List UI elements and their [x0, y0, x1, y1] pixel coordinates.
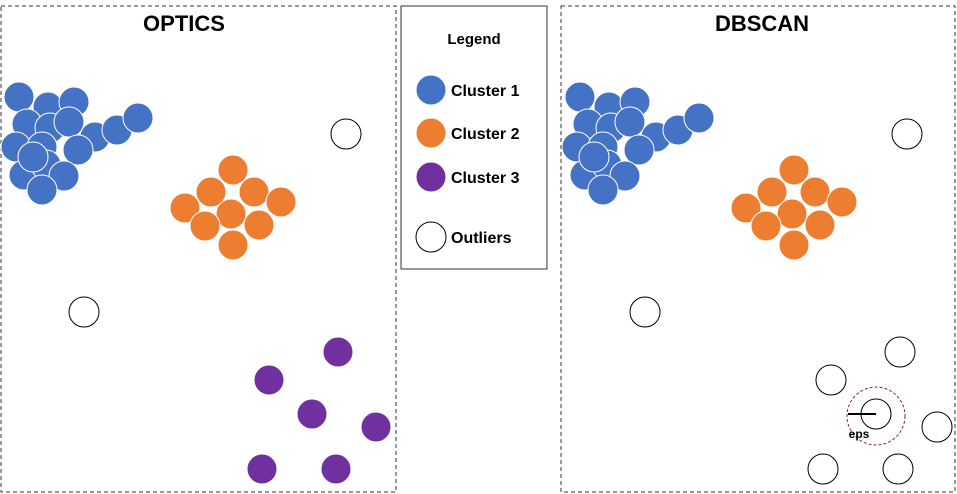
dbscan-points — [561, 81, 953, 485]
cluster-2-point — [195, 176, 227, 208]
cluster-2-point — [756, 176, 788, 208]
cluster-1-point — [48, 160, 80, 192]
cluster-2-point — [243, 209, 275, 241]
eps-radius-circle — [846, 386, 906, 446]
cluster-3-point — [360, 411, 392, 443]
cluster-3-point — [296, 398, 328, 430]
dbscan-panel: DBSCAN eps — [560, 5, 956, 493]
legend-label-1: Cluster 1 — [451, 83, 520, 100]
cluster-1-point — [609, 160, 641, 192]
cluster-1-point — [564, 81, 596, 113]
outlier-point — [68, 296, 100, 328]
cluster-1-point — [62, 134, 94, 166]
legend-swatch-4 — [415, 221, 447, 253]
optics-panel-border — [0, 5, 397, 493]
legend-swatch-1 — [415, 74, 447, 106]
cluster-1-point — [578, 141, 610, 173]
legend-items: Cluster 1 Cluster 2 Cluster 3 Outliers — [415, 74, 520, 253]
eps-indicator: eps — [846, 386, 906, 446]
cluster-1-point — [614, 106, 646, 138]
cluster-2-point — [799, 176, 831, 208]
cluster-2-point — [169, 192, 201, 224]
cluster-1-point — [623, 134, 655, 166]
legend-label-4: Outliers — [451, 230, 512, 247]
cluster-2-point — [826, 186, 858, 218]
cluster-3-point — [320, 453, 352, 485]
cluster-2-point — [778, 154, 810, 186]
legend-swatch-3 — [415, 161, 447, 193]
cluster-2-point — [778, 229, 810, 261]
cluster-3-point — [322, 336, 354, 368]
cluster-2-point — [217, 154, 249, 186]
cluster-1-point — [3, 81, 35, 113]
legend-swatch-2 — [415, 117, 447, 149]
cluster-2-point — [215, 198, 247, 230]
cluster-2-point — [189, 210, 221, 242]
optics-points — [0, 81, 392, 485]
cluster-2-point — [238, 176, 270, 208]
cluster-1-point — [53, 106, 85, 138]
legend-title: Legend — [447, 31, 500, 48]
cluster-2-point — [750, 210, 782, 242]
cluster-2-point — [265, 186, 297, 218]
cluster-2-point — [217, 229, 249, 261]
cluster-1-point — [26, 174, 58, 206]
legend-label-3: Cluster 3 — [451, 170, 520, 187]
cluster-2-point — [804, 209, 836, 241]
cluster-2-point — [730, 192, 762, 224]
outlier-point — [815, 364, 847, 396]
outlier-point — [807, 453, 839, 485]
outlier-point — [330, 118, 362, 150]
dbscan-title: DBSCAN — [715, 11, 809, 36]
eps-label: eps — [849, 427, 870, 441]
cluster-1-point — [122, 102, 154, 134]
legend-label-2: Cluster 2 — [451, 126, 520, 143]
cluster-3-point — [253, 364, 285, 396]
cluster-2-point — [776, 198, 808, 230]
outlier-point — [629, 296, 661, 328]
outlier-point — [884, 336, 916, 368]
cluster-1-point — [683, 102, 715, 134]
cluster-1-point — [587, 174, 619, 206]
cluster-3-point — [246, 453, 278, 485]
outlier-point — [882, 453, 914, 485]
cluster-1-point — [17, 141, 49, 173]
legend: Legend Cluster 1 Cluster 2 Cluster 3 Outlie… — [400, 5, 548, 270]
optics-panel: OPTICS — [0, 5, 397, 493]
outlier-point — [891, 118, 923, 150]
outlier-point — [921, 411, 953, 443]
dbscan-panel-border — [560, 5, 956, 493]
optics-title: OPTICS — [143, 11, 225, 36]
